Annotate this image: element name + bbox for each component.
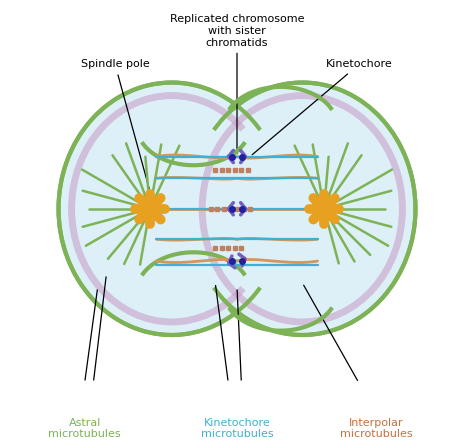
Text: Kinetochore
microtubules: Kinetochore microtubules	[201, 418, 273, 439]
Ellipse shape	[58, 82, 285, 335]
Text: Astral
microtubules: Astral microtubules	[48, 418, 121, 439]
Ellipse shape	[80, 104, 263, 313]
Text: Replicated chromosome
with sister
chromatids: Replicated chromosome with sister chroma…	[170, 14, 304, 154]
Text: Kinetochore: Kinetochore	[252, 60, 392, 155]
Text: Interpolar
microtubules: Interpolar microtubules	[340, 418, 412, 439]
Ellipse shape	[211, 104, 394, 313]
Text: Spindle pole: Spindle pole	[81, 60, 149, 189]
Ellipse shape	[189, 82, 416, 335]
Ellipse shape	[198, 111, 276, 307]
